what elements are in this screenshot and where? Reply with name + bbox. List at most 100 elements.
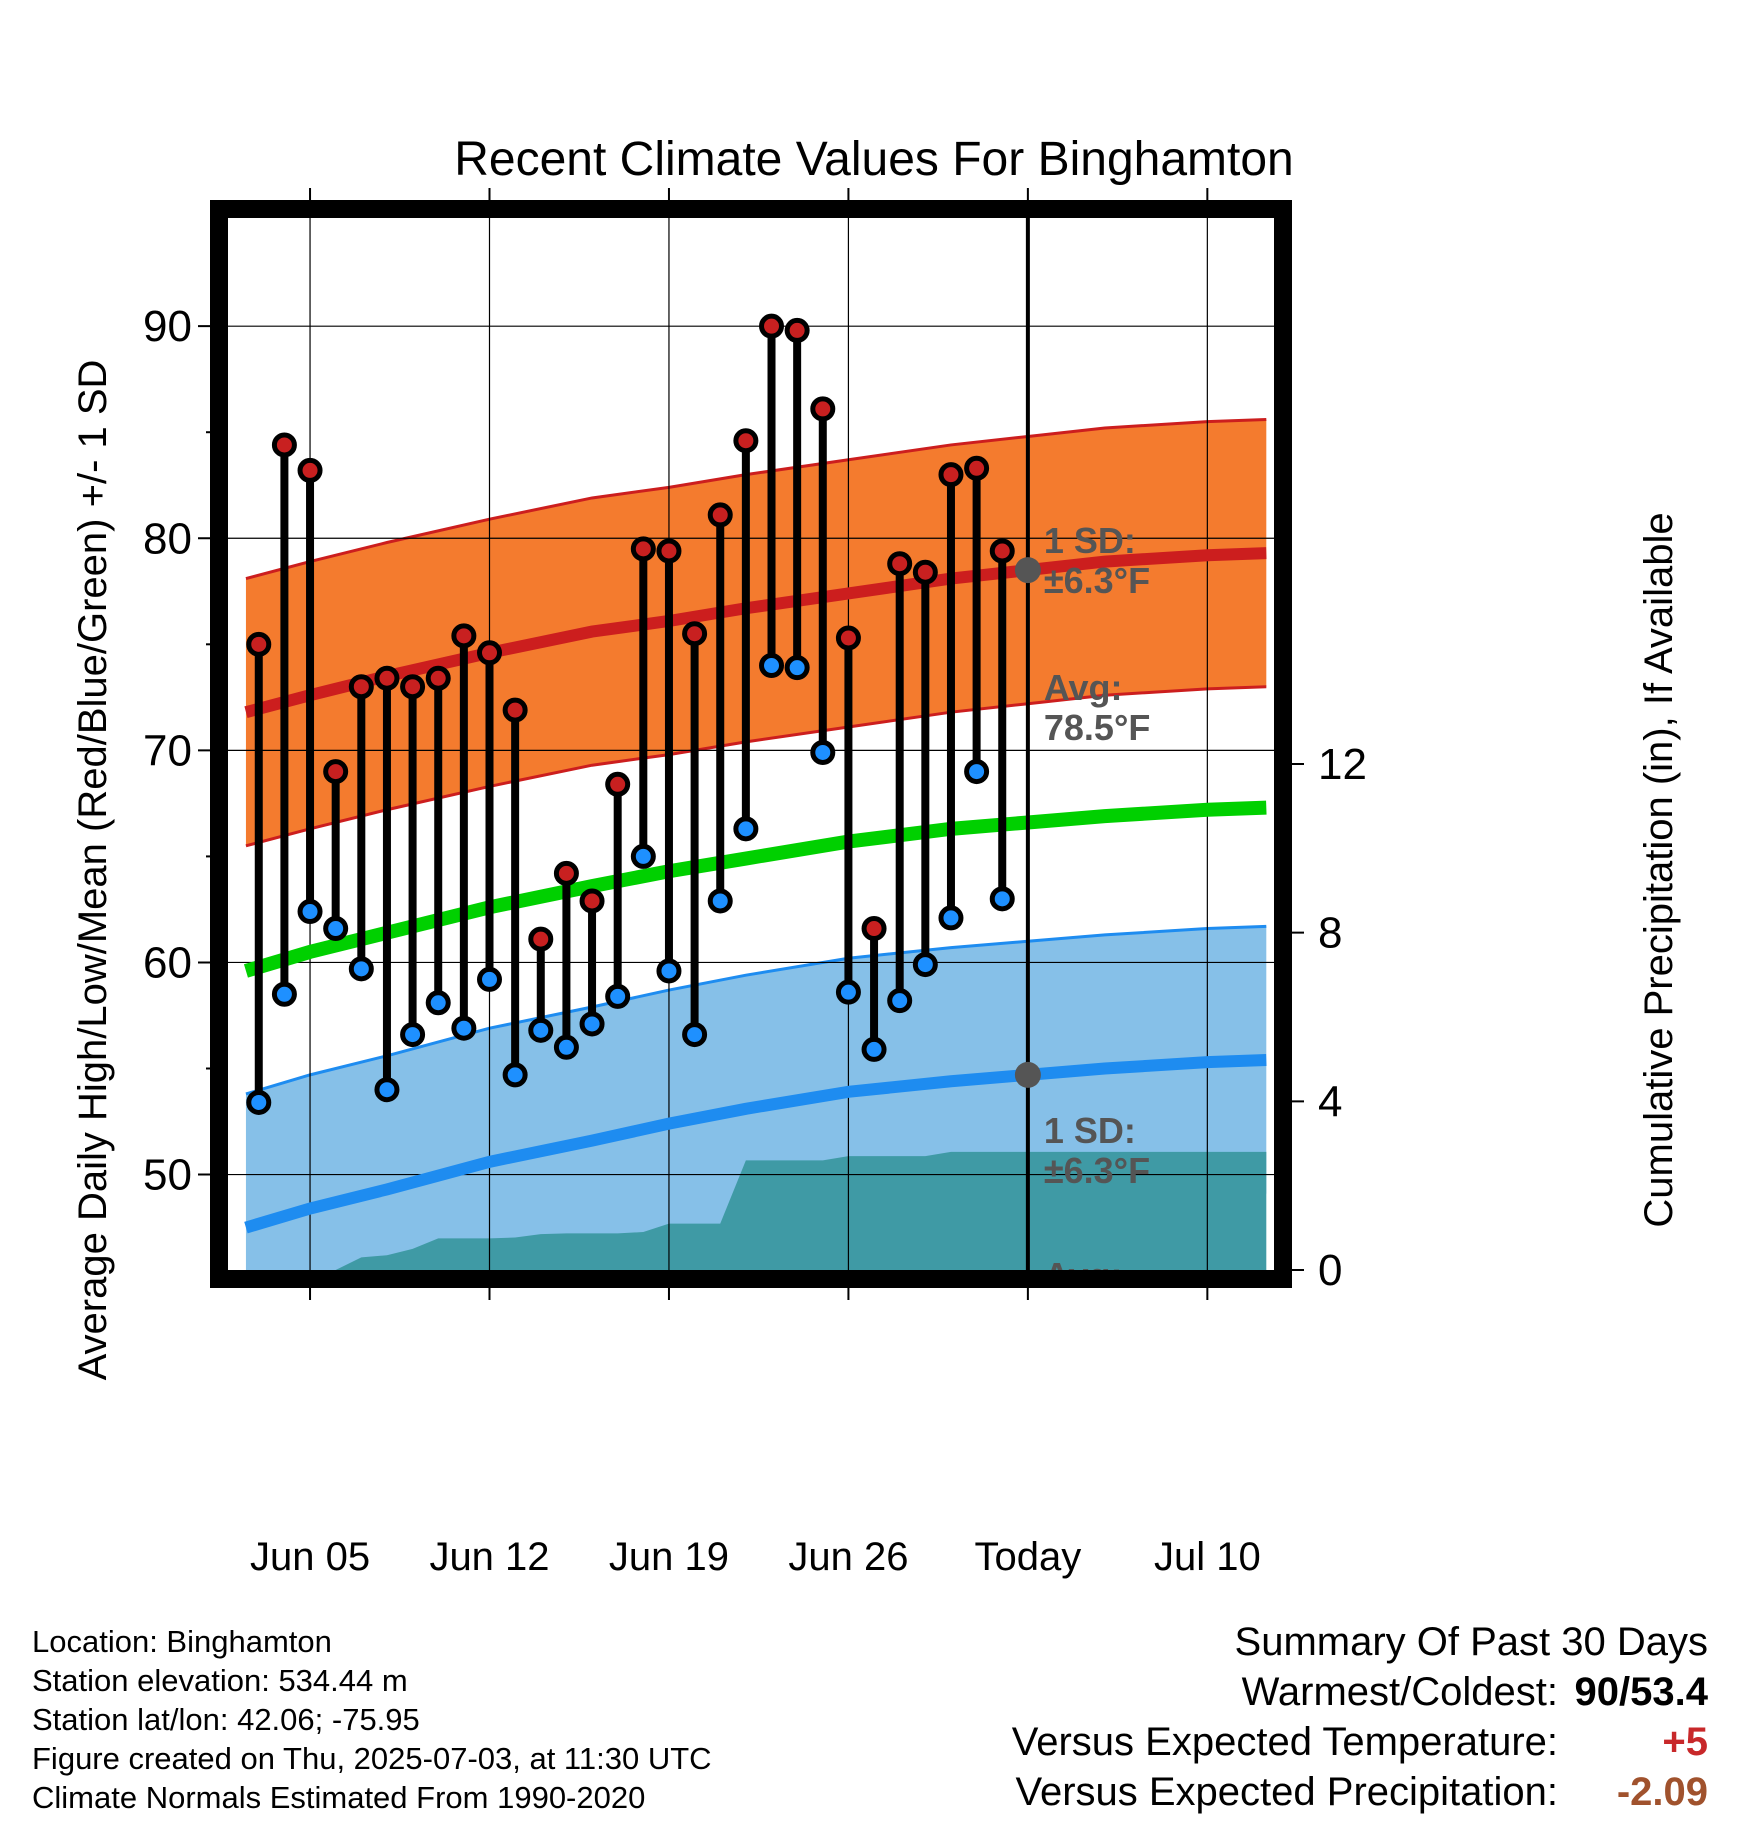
ytick-label: 90: [143, 302, 192, 351]
low-avg-annotation: Avg: 54.7°F: [1044, 1255, 1150, 1336]
daily-high-point: [912, 559, 938, 585]
elevation-text: Station elevation: 534.44 m: [32, 1663, 408, 1698]
daily-high-point: [528, 926, 554, 952]
low-sd-annotation-line: 1 SD:: [1044, 1110, 1136, 1151]
daily-high-point: [887, 551, 913, 577]
ytick-right-label: 0: [1318, 1246, 1342, 1295]
daily-high-point: [810, 396, 836, 422]
daily-high-point: [733, 428, 759, 454]
daily-obs-23: [759, 313, 785, 679]
daily-high-point: [759, 313, 785, 339]
daily-high-point: [784, 317, 810, 343]
ytick-label: 70: [143, 726, 192, 775]
daily-low-point: [759, 653, 785, 679]
daily-low-point: [605, 983, 631, 1009]
low-avg-annotation-line: 54.7°F: [1044, 1295, 1150, 1336]
daily-low-point: [964, 759, 990, 785]
daily-low-point: [835, 979, 861, 1005]
daily-low-point: [348, 956, 374, 982]
ytick-label: 80: [143, 514, 192, 563]
precip-anomaly-label: Versus Expected Precipitation:: [1015, 1770, 1558, 1814]
ytick-right-label: 12: [1318, 740, 1367, 789]
high-sd-annotation-line: 1 SD:: [1044, 520, 1136, 561]
low-sd-annotation: 1 SD: ±6.3°F: [1044, 1110, 1150, 1191]
daily-high-point: [400, 674, 426, 700]
high-sd-annotation: 1 SD: ±6.3°F: [1044, 520, 1150, 601]
daily-high-point: [451, 623, 477, 649]
avg-low-line: [244, 1054, 1267, 1234]
daily-low-point: [810, 739, 836, 765]
daily-high-point: [656, 538, 682, 564]
y-axis-left-label: Average Daily High/Low/Mean (Red/Blue/Gr…: [71, 360, 115, 1381]
daily-low-point: [323, 916, 349, 942]
ytick-right-label: 8: [1318, 909, 1342, 958]
daily-low-point: [656, 958, 682, 984]
xtick-label: Jun 19: [609, 1535, 729, 1579]
high-sd-band: [245, 419, 1267, 846]
daily-obs-13: [502, 697, 528, 1088]
created-text: Figure created on Thu, 2025-07-03, at 11…: [32, 1741, 712, 1776]
today-avg-low-marker: [1014, 1061, 1041, 1088]
normals-text: Climate Normals Estimated From 1990-2020: [32, 1780, 646, 1815]
xtick-label: Jun 12: [429, 1535, 549, 1579]
period-annotation-line: 30: [1044, 1380, 1084, 1421]
period-annotation-line: Days: [1044, 1420, 1130, 1461]
daily-low-point: [938, 905, 964, 931]
period-annotation: 30 Days: [1044, 1380, 1130, 1461]
chart-title: Recent Climate Values For Binghamton: [454, 133, 1294, 186]
xtick-label: Jul 10: [1154, 1535, 1261, 1579]
daily-high-point: [553, 860, 579, 886]
high-sd-annotation-line: ±6.3°F: [1044, 560, 1150, 601]
latlon-text: Station lat/lon: 42.06; -75.95: [32, 1702, 420, 1737]
daily-obs-12: [477, 640, 502, 992]
daily-high-point: [246, 631, 272, 657]
warmest-coldest-row: Warmest/Coldest: 90/53.4: [1012, 1670, 1708, 1720]
daily-obs-5: [297, 457, 323, 925]
summary-title: Summary Of Past 30 Days: [1234, 1620, 1708, 1664]
daily-high-point: [938, 462, 964, 488]
daily-low-point: [374, 1077, 400, 1103]
daily-obs-14: [528, 926, 554, 1043]
precip-anomaly-row: Versus Expected Precipitation: -2.09: [1012, 1770, 1708, 1820]
daily-low-point: [425, 990, 451, 1016]
xtick-label: Today: [975, 1535, 1082, 1579]
plot-frame: [210, 200, 1292, 1288]
daily-obs-21: [707, 502, 733, 914]
high-avg-annotation-line: 78.5°F: [1044, 707, 1150, 748]
daily-obs-17: [605, 771, 631, 1009]
daily-obs-31: [964, 455, 990, 785]
station-info: Location: Binghamton Station elevation: …: [32, 1622, 712, 1817]
daily-high-point: [502, 697, 528, 723]
precip-cumulative-area: [245, 1151, 1267, 1270]
daily-low-point: [553, 1034, 579, 1060]
precip-anomaly-value: -2.09: [1616, 1770, 1708, 1814]
daily-high-point: [323, 759, 349, 785]
xtick-label: Jun 26: [788, 1535, 908, 1579]
temp-anomaly-row: Versus Expected Temperature: +5: [1012, 1720, 1708, 1770]
daily-low-point: [733, 816, 759, 842]
daily-obs-7: [348, 674, 374, 982]
daily-high-point: [989, 538, 1015, 564]
daily-obs-10: [425, 665, 451, 1016]
high-avg-annotation: Avg: 78.5°F: [1044, 667, 1150, 748]
daily-obs-9: [400, 674, 426, 1048]
daily-high-point: [425, 665, 451, 691]
daily-low-point: [784, 655, 810, 681]
ytick-right-label: 4: [1318, 1077, 1342, 1126]
axes: 50 60 70 80 90 0 4 8 12 Jun 05 Jun 12 Jun 19 Jun 26 T…: [71, 188, 1681, 1600]
location-text: Location: Binghamton: [32, 1624, 332, 1659]
daily-high-point: [579, 888, 605, 914]
daily-high-point: [348, 674, 374, 700]
daily-obs-4: [271, 432, 297, 1007]
daily-low-point: [707, 888, 733, 914]
daily-obs-6: [323, 759, 349, 942]
daily-low-point: [502, 1062, 528, 1088]
daily-obs-28: [887, 551, 913, 1014]
daily-obs-30: [938, 462, 964, 931]
daily-obs-19: [656, 538, 682, 984]
daily-high-point: [835, 625, 861, 651]
daily-obs-20: [682, 621, 708, 1048]
daily-high-point: [271, 432, 297, 458]
temp-anomaly-label: Versus Expected Temperature:: [1011, 1720, 1558, 1764]
